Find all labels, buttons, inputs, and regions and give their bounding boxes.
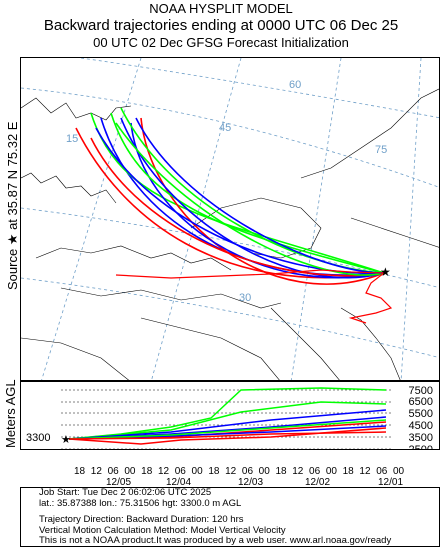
- time-tick: 00: [191, 466, 203, 477]
- time-tick: 06: [241, 466, 254, 477]
- trajectory-blue-6: [120, 117, 385, 279]
- trajectory-green-7: [120, 107, 385, 274]
- time-tick: 06: [107, 466, 119, 477]
- lon-label-75: 75: [375, 144, 387, 156]
- time-tick: 00: [325, 466, 337, 477]
- trajectory-green-5: [110, 112, 385, 274]
- alt-start-star: ★: [61, 434, 71, 446]
- start-altitude: 3300: [26, 432, 51, 444]
- trajectory-blue-11: [135, 117, 385, 274]
- plot-title: Backward trajectories ending at 0000 UTC…: [43, 17, 399, 34]
- altitude-trace-7: [68, 419, 387, 440]
- time-tick: 12: [292, 466, 304, 477]
- time-tick: 00: [258, 466, 270, 477]
- altitude-trace-8: [68, 431, 387, 440]
- lat-label-45: 45: [219, 122, 231, 134]
- time-tick: 18: [342, 466, 354, 477]
- date-label: 12/03: [238, 477, 264, 488]
- lat-label-30: 30: [239, 292, 251, 304]
- time-tick: 18: [74, 466, 86, 477]
- level-2500: 2500: [408, 444, 433, 450]
- map-lat-labels: 60 45 30 75 15: [66, 79, 387, 304]
- info-line-1: Job Start: Tue Dec 2 06:02:06 UTC 2025: [39, 487, 212, 498]
- level-5500: 5500: [408, 408, 433, 420]
- job-info: Job Start: Tue Dec 2 06:02:06 UTC 2025 l…: [20, 487, 440, 547]
- trajectory-red-southeast: [348, 272, 393, 324]
- time-tick: 12: [157, 466, 170, 477]
- lon-label-15: 15: [66, 133, 78, 145]
- time-tick: 06: [376, 466, 388, 477]
- info-line-4: Vertical Motion Calculation Method: Mode…: [39, 524, 286, 536]
- lat-label-60: 60: [289, 79, 301, 91]
- trajectory-green-2: [90, 112, 385, 274]
- info-line-5: This is not a NOAA product.It was produc…: [39, 535, 392, 546]
- trajectory-blue-1: [100, 117, 385, 276]
- altitude-traces: [68, 387, 387, 445]
- trajectory-red-3: [140, 117, 385, 285]
- trajectory-red-0: [75, 127, 385, 279]
- time-tick: 06: [174, 466, 186, 477]
- map-svg: 60 45 30 75 15 ★: [21, 58, 439, 380]
- altitude-gridlines: [61, 389, 391, 449]
- trajectory-map: 60 45 30 75 15 ★: [20, 57, 440, 381]
- time-tick: 12: [225, 466, 237, 477]
- time-tick: 18: [141, 466, 153, 477]
- date-label: 12/05: [106, 477, 132, 488]
- time-tick: 18: [275, 466, 287, 477]
- trajectory-red-southwest: [115, 269, 385, 279]
- time-tick: 00: [393, 466, 405, 477]
- time-tick: 12: [90, 466, 102, 477]
- date-label: 12/02: [305, 477, 331, 488]
- level-3500: 3500: [408, 432, 433, 444]
- model-name: NOAA HYSPLIT MODEL: [149, 1, 293, 16]
- trajectory-green-10: [115, 122, 385, 276]
- level-7500: 7500: [408, 385, 433, 397]
- date-label: 12/01: [378, 477, 404, 488]
- altitude-trace-1: [68, 401, 387, 440]
- plot-subtitle: 00 UTC 02 Dec GFSG Forecast Initializati…: [93, 35, 349, 50]
- trajectory-red-8: [90, 137, 385, 277]
- level-4500: 4500: [408, 420, 433, 432]
- source-star: ★: [380, 265, 391, 279]
- altitude-svg: ★: [61, 387, 391, 449]
- trajectories: [75, 107, 393, 324]
- altitude-panel: ★ 7500 6500 5500 4500 3500 2500: [20, 381, 440, 450]
- time-tick: 00: [124, 466, 136, 477]
- altitude-trace-2: [68, 409, 387, 440]
- level-6500: 6500: [408, 396, 433, 408]
- info-line-3: Trajectory Direction: Backward Duration:…: [39, 514, 244, 525]
- time-tick: 18: [208, 466, 220, 477]
- time-tick: 06: [309, 466, 321, 477]
- time-tick: 12: [359, 466, 371, 477]
- info-line-2: lat.: 35.87388 lon.: 75.31506 hgt: 3300.…: [39, 497, 242, 509]
- date-label: 12/04: [166, 477, 192, 488]
